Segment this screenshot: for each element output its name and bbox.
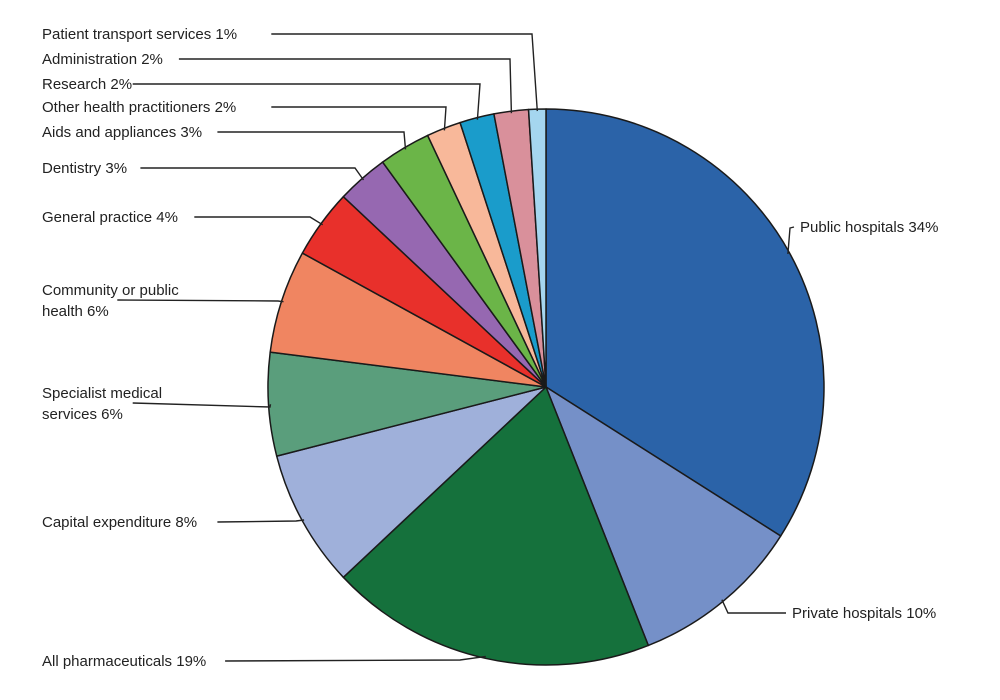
slice-label-public-hospitals: Public hospitals 34% (800, 219, 938, 236)
slice-label-other-health-practitioners: Other health practitioners 2% (42, 99, 236, 116)
pie-slice-public-hospitals (545, 108, 825, 537)
slice-label-community-or-public-health: Community or public health 6% (42, 282, 179, 320)
pie-slice-all-pharmaceuticals (342, 386, 650, 666)
leader-line-administration (178, 58, 513, 114)
leader-line-private-hospitals (721, 599, 786, 614)
pie-slices (267, 108, 825, 666)
leader-line-other-health-practitioners (271, 106, 447, 131)
leader-lines (117, 33, 795, 662)
slice-label-aids-and-appliances: Aids and appliances 3% (42, 124, 202, 141)
leader-line-capital-expenditure (217, 519, 305, 523)
slice-label-all-pharmaceuticals: All pharmaceuticals 19% (42, 653, 206, 670)
leader-line-public-hospitals (787, 226, 795, 255)
leader-line-all-pharmaceuticals (225, 655, 486, 662)
slice-label-specialist-medical-services: Specialist medical services 6% (42, 385, 162, 423)
leader-line-dentistry (140, 167, 365, 181)
leader-line-general-practice (194, 216, 324, 226)
slice-labels: Public hospitals 34% Private hospitals 10… (42, 26, 938, 670)
leader-line-specialist-medical-services (132, 402, 272, 408)
leader-line-community-or-public-health (117, 299, 284, 303)
leader-line-patient-transport-services (271, 33, 538, 112)
slice-label-patient-transport-services: Patient transport services 1% (42, 26, 237, 43)
slice-label-capital-expenditure: Capital expenditure 8% (42, 514, 197, 531)
slice-label-dentistry: Dentistry 3% (42, 160, 127, 177)
leader-line-aids-and-appliances (217, 131, 407, 150)
slice-label-administration: Administration 2% (42, 51, 163, 68)
slice-label-general-practice: General practice 4% (42, 209, 178, 226)
slice-label-research: Research 2% (42, 76, 132, 93)
leader-line-research (132, 83, 481, 120)
slice-label-private-hospitals: Private hospitals 10% (792, 605, 936, 622)
